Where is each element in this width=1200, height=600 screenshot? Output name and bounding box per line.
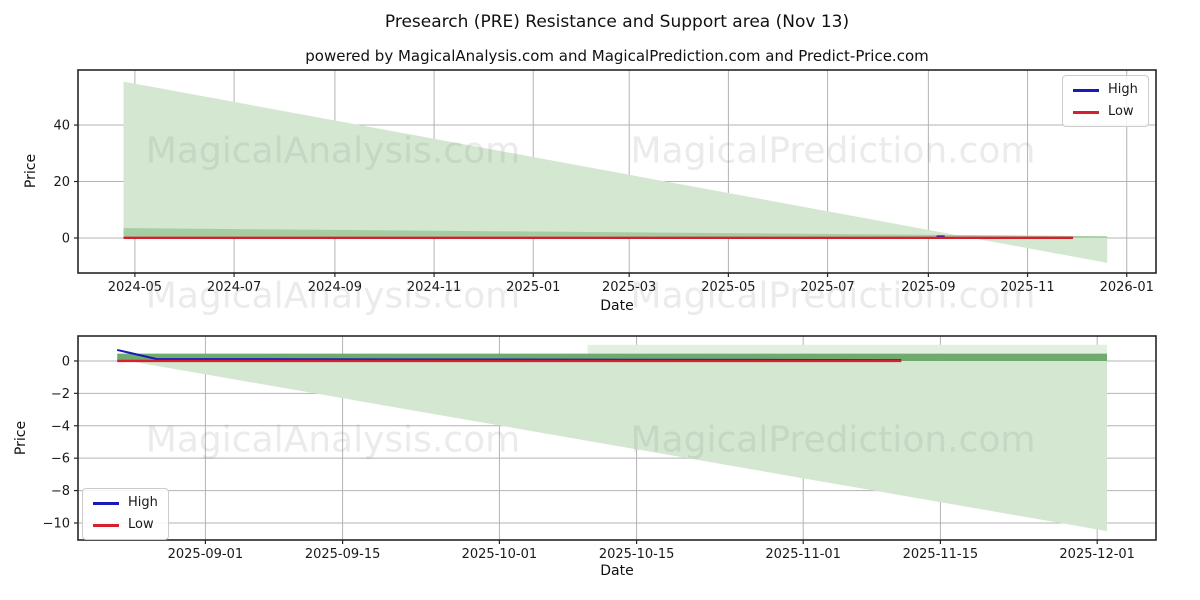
x-tick-label: 2025-10-01	[462, 547, 538, 562]
y-tick-label: −8	[51, 484, 70, 499]
x-tick-label: 2024-11	[407, 280, 461, 295]
figure-subtitle: powered by MagicalAnalysis.com and Magic…	[305, 47, 929, 65]
x-tick-label: 2025-10-15	[599, 547, 675, 562]
top-xlabel: Date	[600, 298, 634, 314]
top-chart-legend: High Low	[1062, 75, 1149, 127]
legend-low-swatch	[1073, 110, 1099, 114]
figure-title: Presearch (PRE) Resistance and Support a…	[384, 12, 850, 32]
legend-high-swatch	[1073, 88, 1099, 92]
chart-1-spines	[77, 335, 1157, 541]
x-tick-label: 2025-11	[1000, 280, 1054, 295]
legend-entry-high: High	[1073, 82, 1138, 98]
x-tick-label: 2026-01	[1100, 280, 1154, 295]
legend-entry-low: Low	[93, 517, 158, 533]
chart-0-ticks: 2024-05 2024-07 2024-09 2024-11 2025-01 2025-…	[53, 119, 1153, 295]
bottom-chart-legend: High Low	[82, 488, 169, 540]
bottom-ylabel: Price	[13, 420, 29, 456]
y-tick-label: −2	[51, 387, 70, 402]
chart-0: 2024-05 2024-07 2024-09 2024-11 2025-01 2025-…	[53, 69, 1157, 295]
x-tick-label: 2025-07	[800, 280, 854, 295]
legend-high-label: High	[1108, 82, 1138, 97]
support-band-fill	[123, 228, 1108, 238]
legend-entry-high: High	[93, 495, 158, 511]
legend-low-swatch	[93, 523, 119, 527]
x-tick-label: 2024-05	[108, 280, 162, 295]
top-ylabel: Price	[23, 153, 39, 189]
upper-halo-fill	[587, 344, 1107, 354]
x-tick-label: 2024-09	[308, 280, 362, 295]
resistance-support-wedge-fill	[123, 81, 1108, 263]
x-tick-label: 2025-11-01	[765, 547, 841, 562]
x-tick-label: 2024-07	[207, 280, 261, 295]
x-tick-label: 2025-11-15	[903, 547, 979, 562]
x-tick-label: 2025-12-01	[1059, 547, 1135, 562]
legend-high-label: High	[128, 495, 158, 510]
y-tick-label: 0	[62, 231, 70, 246]
x-tick-label: 2025-01	[506, 280, 560, 295]
x-tick-label: 2025-09-01	[168, 547, 244, 562]
bottom-xlabel: Date	[600, 563, 634, 579]
legend-high-swatch	[93, 501, 119, 505]
legend-low-label: Low	[1108, 104, 1134, 119]
support-wedge-fill	[117, 359, 1107, 532]
x-tick-label: 2025-03	[602, 280, 656, 295]
y-tick-label: −4	[51, 419, 70, 434]
x-tick-label: 2025-09-15	[305, 547, 381, 562]
y-tick-label: 0	[62, 354, 70, 369]
y-tick-label: −6	[51, 452, 70, 467]
y-tick-label: 20	[53, 175, 70, 190]
chart-1-ticks: 2025-09-01 2025-09-15 2025-10-01 2025-10-15…	[43, 354, 1135, 562]
x-tick-label: 2025-05	[701, 280, 755, 295]
y-tick-label: −10	[43, 516, 70, 531]
chart-0-spines	[77, 69, 1157, 274]
y-tick-label: 40	[53, 119, 70, 134]
legend-entry-low: Low	[1073, 104, 1138, 120]
x-tick-label: 2025-09	[901, 280, 955, 295]
chart-1: 2025-09-01 2025-09-15 2025-10-01 2025-10-15…	[43, 335, 1157, 562]
legend-low-label: Low	[128, 517, 154, 532]
